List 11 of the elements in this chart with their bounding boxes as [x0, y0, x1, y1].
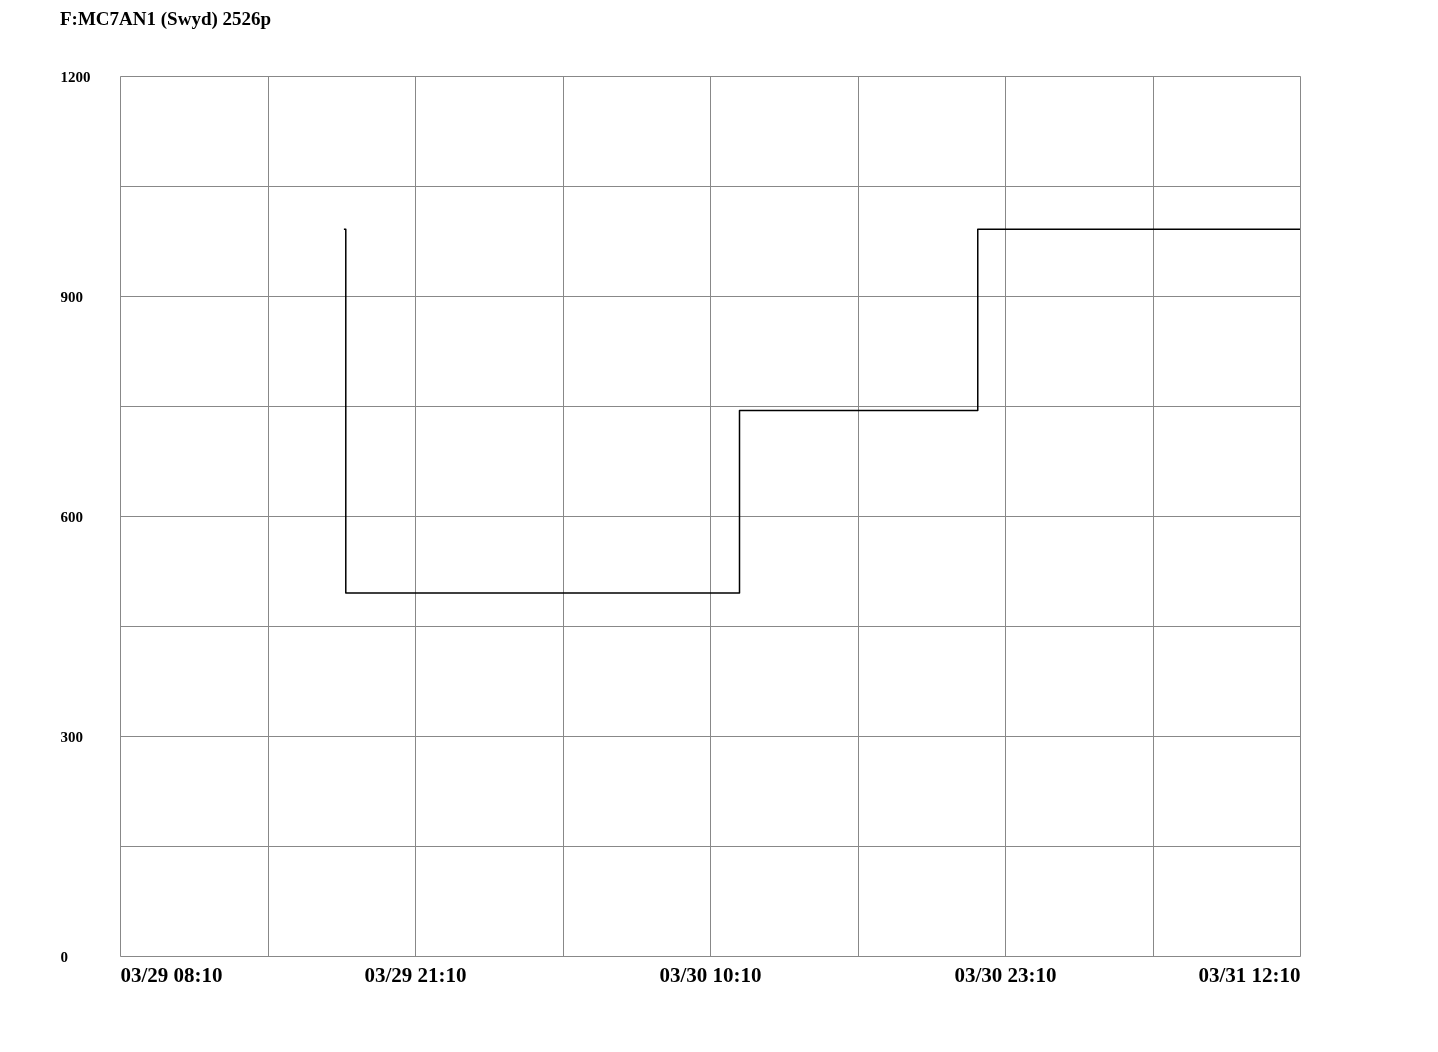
x-tick-label: 03/30 23:10 [954, 962, 1057, 987]
x-tick-label: 03/29 21:10 [364, 962, 467, 987]
x-tick-label: 03/29 08:10 [120, 962, 223, 987]
x-tick-label: 03/31 12:10 [1198, 962, 1301, 987]
y-tick-label: 300 [60, 728, 83, 745]
y-tick-label: 1200 [60, 68, 91, 85]
y-tick-label: 900 [60, 288, 83, 305]
x-tick-label: 03/30 10:10 [659, 962, 762, 987]
chart-title: F:MC7AN1 (Swyd) 2526p [60, 8, 272, 30]
y-tick-label: 600 [60, 508, 83, 525]
y-tick-label: 0 [60, 948, 68, 965]
